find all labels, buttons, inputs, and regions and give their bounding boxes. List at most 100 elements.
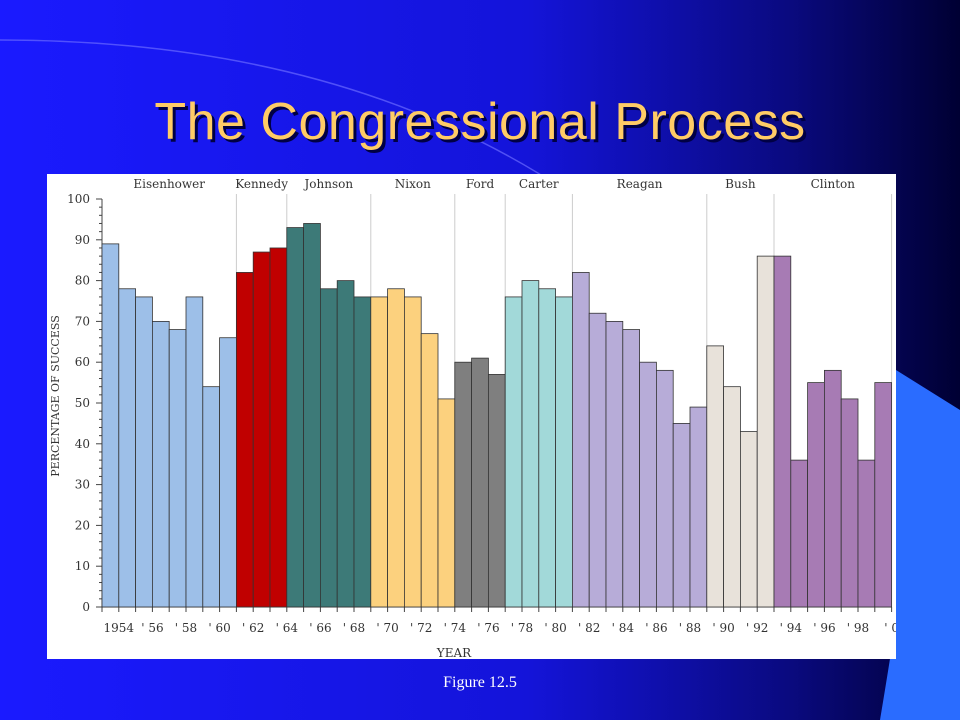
- bar-johnson-1966: [319, 288, 338, 608]
- bar-reagan-1983: [605, 320, 624, 608]
- chart-panel: 0 10 20 30 40 50 60 70 80 90 100 1954 ' 56 ' 58 ' 60 '…: [47, 174, 896, 659]
- x-tick-label: ' 74: [444, 621, 467, 635]
- president-label-carter: Carter: [519, 177, 559, 191]
- bar-carter-1977: [504, 296, 523, 608]
- president-label-nixon: Nixon: [395, 177, 431, 191]
- y-tick-label: 90: [75, 233, 90, 247]
- y-tick-label: 40: [75, 437, 90, 451]
- bar-eisenhower-1958: [185, 296, 204, 608]
- bar-reagan-1988: [689, 406, 708, 608]
- bar-ford-1975: [471, 357, 489, 608]
- x-tick-label: ' 58: [175, 621, 197, 635]
- president-label-reagan: Reagan: [617, 177, 663, 191]
- x-tick-label: ' 78: [511, 621, 533, 635]
- bar-nixon-1970: [387, 288, 405, 608]
- president-label-ford: Ford: [466, 177, 495, 191]
- bar-eisenhower-1959: [202, 386, 221, 608]
- bar-clinton-1996: [824, 369, 842, 608]
- bar-nixon-1972: [420, 333, 439, 608]
- bar-ford-1976: [487, 374, 506, 608]
- x-tick-label: ' 60: [208, 621, 230, 635]
- x-tick-label: ' 92: [746, 621, 768, 635]
- bar-johnson-1968: [353, 296, 372, 608]
- bar-eisenhower-1956: [152, 320, 170, 608]
- bar-clinton-1998: [857, 459, 876, 608]
- bar-clinton-1995: [807, 382, 825, 608]
- x-tick-label: ' 56: [141, 621, 163, 635]
- x-tick-label: ' 76: [477, 621, 499, 635]
- bar-reagan-1986: [656, 369, 674, 608]
- y-tick-label: 30: [75, 478, 90, 492]
- x-tick-label: ' 64: [276, 621, 299, 635]
- bar-clinton-1999: [874, 382, 892, 608]
- x-tick-label: ' 88: [679, 621, 701, 635]
- y-tick-label: 80: [75, 274, 90, 288]
- president-label-johnson: Johnson: [302, 177, 353, 191]
- x-tick-label: ' 86: [645, 621, 667, 635]
- y-axis-label: PERCENTAGE OF SUCCESS: [49, 315, 62, 476]
- bar-johnson-1967: [336, 280, 355, 608]
- y-tick-label: 50: [75, 396, 90, 410]
- bar-clinton-1994: [790, 459, 808, 608]
- slide-title: The Congressional Process: [154, 93, 806, 151]
- bar-series: [101, 223, 892, 608]
- president-label-eisenhower: Eisenhower: [133, 177, 205, 191]
- x-tick-label: ' 96: [813, 621, 835, 635]
- bar-eisenhower-1953: [101, 243, 120, 608]
- bar-eisenhower-1955: [135, 296, 153, 608]
- bar-chart: 0 10 20 30 40 50 60 70 80 90 100 1954 ' 56 ' 58 ' 60 '…: [49, 177, 896, 659]
- x-tick-label: ' 80: [544, 621, 566, 635]
- president-label-bush: Bush: [725, 177, 756, 191]
- president-label-clinton: Clinton: [811, 177, 856, 191]
- y-tick-label: 70: [75, 314, 90, 328]
- bar-johnson-1965: [303, 223, 321, 608]
- bar-carter-1978: [521, 280, 540, 608]
- bar-bush-1992: [756, 255, 775, 608]
- bar-kennedy-1961: [235, 272, 254, 608]
- x-axis: 1954 ' 56 ' 58 ' 60 ' 62 ' 64 ' 66 ' 68 ' 70 ' 72…: [101, 606, 896, 635]
- bar-reagan-1981: [572, 272, 590, 608]
- president-label-kennedy: Kennedy: [235, 177, 288, 191]
- bar-johnson-1964: [286, 227, 305, 608]
- y-tick-label: 20: [75, 518, 90, 532]
- bar-eisenhower-1954: [118, 288, 137, 608]
- bar-reagan-1987: [672, 422, 691, 608]
- bar-nixon-1971: [403, 296, 422, 608]
- y-tick-label: 10: [75, 559, 90, 573]
- x-tick-label: ' 0: [884, 621, 896, 635]
- bar-bush-1989: [706, 345, 724, 608]
- y-tick-label: 60: [75, 355, 90, 369]
- x-tick-label: ' 82: [578, 621, 600, 635]
- bar-kennedy-1963: [269, 247, 288, 608]
- x-tick-label: ' 62: [242, 621, 264, 635]
- bar-kennedy-1962: [252, 251, 271, 608]
- bar-reagan-1985: [639, 361, 657, 608]
- bar-bush-1990: [723, 386, 741, 608]
- bar-ford-1974: [454, 361, 472, 608]
- x-tick-label: ' 84: [612, 621, 635, 635]
- bar-nixon-1973: [437, 398, 456, 608]
- x-tick-label: 1954: [104, 621, 135, 635]
- bar-reagan-1984: [622, 329, 640, 608]
- x-tick-label: ' 94: [780, 621, 803, 635]
- bar-carter-1980: [555, 296, 573, 608]
- y-axis: 0 10 20 30 40 50 60 70 80 90 100: [67, 192, 103, 614]
- x-tick-label: ' 98: [847, 621, 869, 635]
- bar-bush-1991: [740, 431, 758, 608]
- y-tick-label: 0: [82, 600, 90, 614]
- bar-eisenhower-1957: [168, 329, 187, 608]
- bar-carter-1979: [538, 288, 556, 608]
- x-tick-label: ' 90: [712, 621, 734, 635]
- president-labels: Eisenhower Kennedy Johnson Nixon Ford Carter R…: [133, 177, 855, 191]
- x-tick-label: ' 70: [376, 621, 398, 635]
- x-tick-label: ' 66: [309, 621, 331, 635]
- figure-caption: Figure 12.5: [443, 674, 517, 691]
- x-tick-label: ' 68: [343, 621, 365, 635]
- bar-nixon-1969: [370, 296, 388, 608]
- bar-eisenhower-1960: [219, 337, 237, 608]
- bar-reagan-1982: [588, 312, 607, 608]
- x-axis-label: YEAR: [436, 646, 472, 659]
- y-tick-label: 100: [67, 192, 90, 206]
- bar-clinton-1997: [840, 398, 859, 608]
